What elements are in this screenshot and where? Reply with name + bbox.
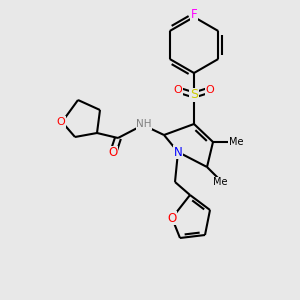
Text: O: O bbox=[108, 146, 118, 160]
Text: N: N bbox=[174, 146, 182, 158]
Text: O: O bbox=[167, 212, 177, 224]
Text: S: S bbox=[190, 88, 198, 101]
Text: Me: Me bbox=[213, 177, 227, 187]
Text: Me: Me bbox=[229, 137, 243, 147]
Text: O: O bbox=[174, 85, 182, 95]
Text: F: F bbox=[191, 8, 197, 22]
Text: NH: NH bbox=[136, 119, 152, 129]
Text: O: O bbox=[57, 117, 65, 127]
Text: O: O bbox=[206, 85, 214, 95]
